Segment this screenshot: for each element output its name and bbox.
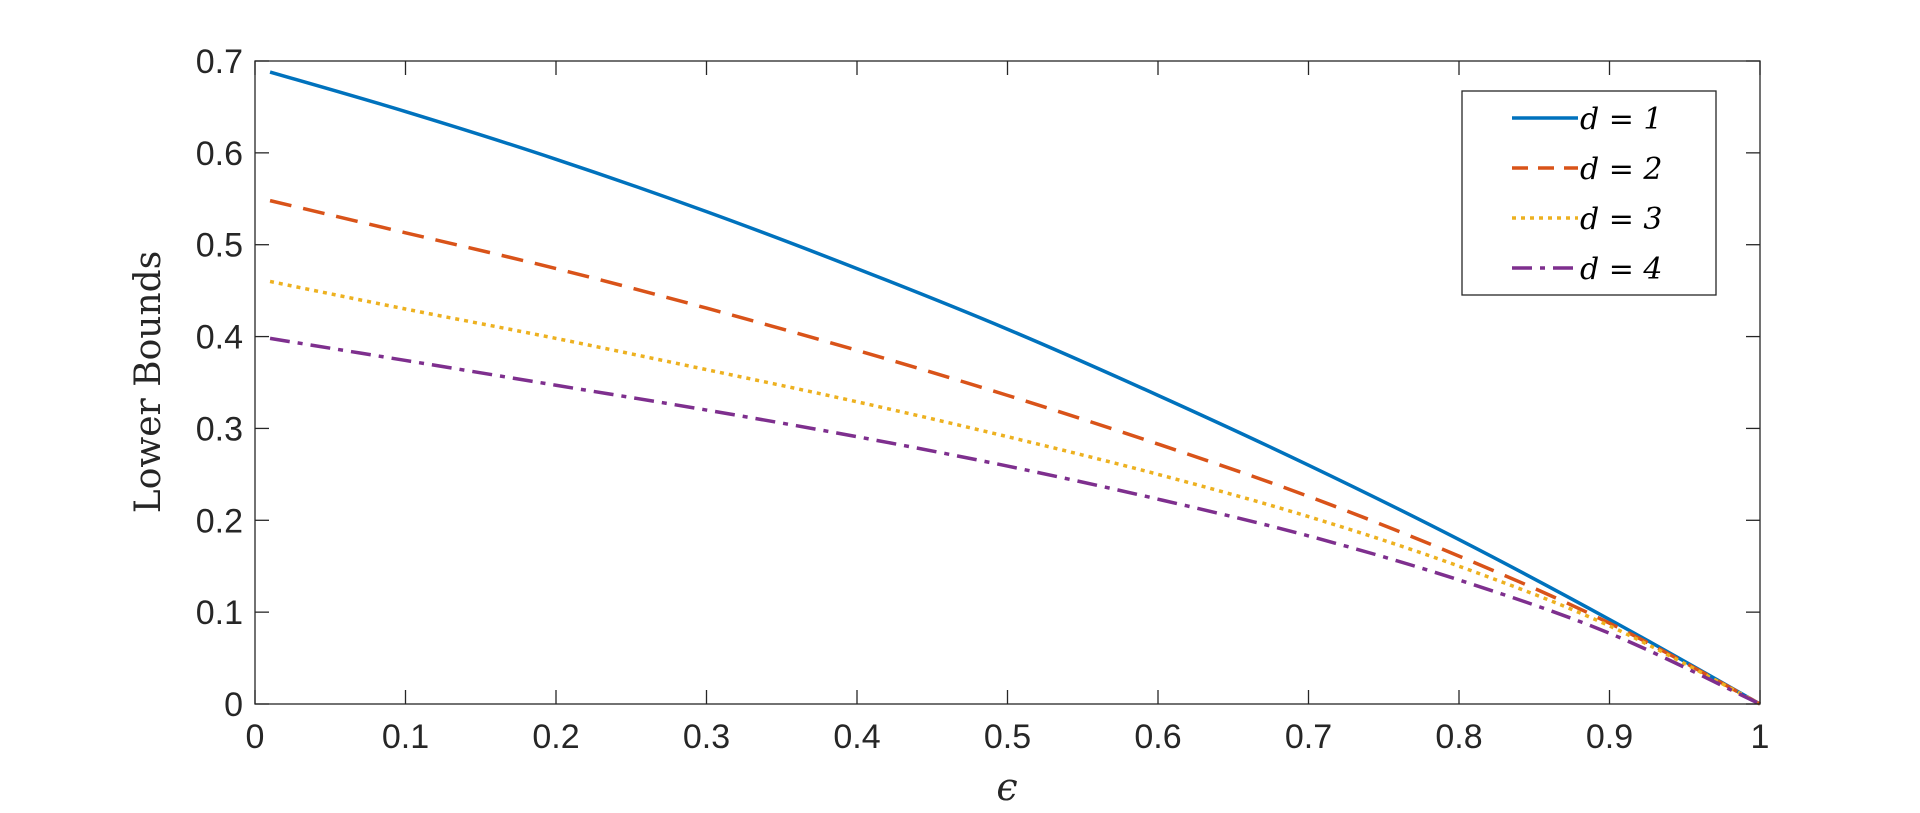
y-tick-label: 0.7 <box>196 43 243 81</box>
y-tick-label: 0.5 <box>196 227 243 265</box>
x-tick-label: 1 <box>1751 718 1770 756</box>
series-line-d2 <box>269 198 1761 706</box>
series-line-d3 <box>269 279 1761 706</box>
legend-box <box>1461 90 1717 296</box>
x-tick-label: 0.7 <box>1285 718 1332 756</box>
legend-label-d2: d = 2 <box>1580 152 1663 187</box>
x-axis-label: ϵ <box>996 765 1017 809</box>
x-tick-label: 0 <box>246 718 265 756</box>
x-tick-label: 0.5 <box>984 718 1031 756</box>
legend: d = 1 d = 2 d = 3 d = 4 <box>1461 90 1717 296</box>
y-tick-label: 0 <box>224 686 243 724</box>
series-line-d4 <box>269 336 1761 706</box>
x-tick-label: 0.3 <box>683 718 730 756</box>
x-tick-label: 0.6 <box>1134 718 1181 756</box>
x-tick-label: 0.4 <box>833 718 880 756</box>
y-axis-label: Lower Bounds <box>128 251 169 513</box>
x-axis: 0 0.1 0.2 0.3 0.4 0.5 0.6 0.7 0.8 0.9 1 <box>246 61 1770 756</box>
x-tick-label: 0.1 <box>382 718 429 756</box>
legend-label-d1: d = 1 <box>1580 102 1663 137</box>
series-layer <box>269 70 1761 706</box>
y-tick-label: 0.2 <box>196 502 243 540</box>
series-line-d1 <box>269 70 1761 706</box>
x-tick-label: 0.8 <box>1435 718 1482 756</box>
legend-label-d4: d = 4 <box>1580 252 1663 287</box>
x-tick-label: 0.9 <box>1586 718 1633 756</box>
legend-label-d3: d = 3 <box>1580 202 1663 237</box>
y-tick-label: 0.3 <box>196 410 243 448</box>
y-axis: 0 0.1 0.2 0.3 0.4 0.5 0.6 0.7 <box>196 43 1760 724</box>
y-tick-label: 0.6 <box>196 135 243 173</box>
y-tick-label: 0.4 <box>196 319 243 357</box>
x-tick-label: 0.2 <box>532 718 579 756</box>
y-tick-label: 0.1 <box>196 594 243 632</box>
